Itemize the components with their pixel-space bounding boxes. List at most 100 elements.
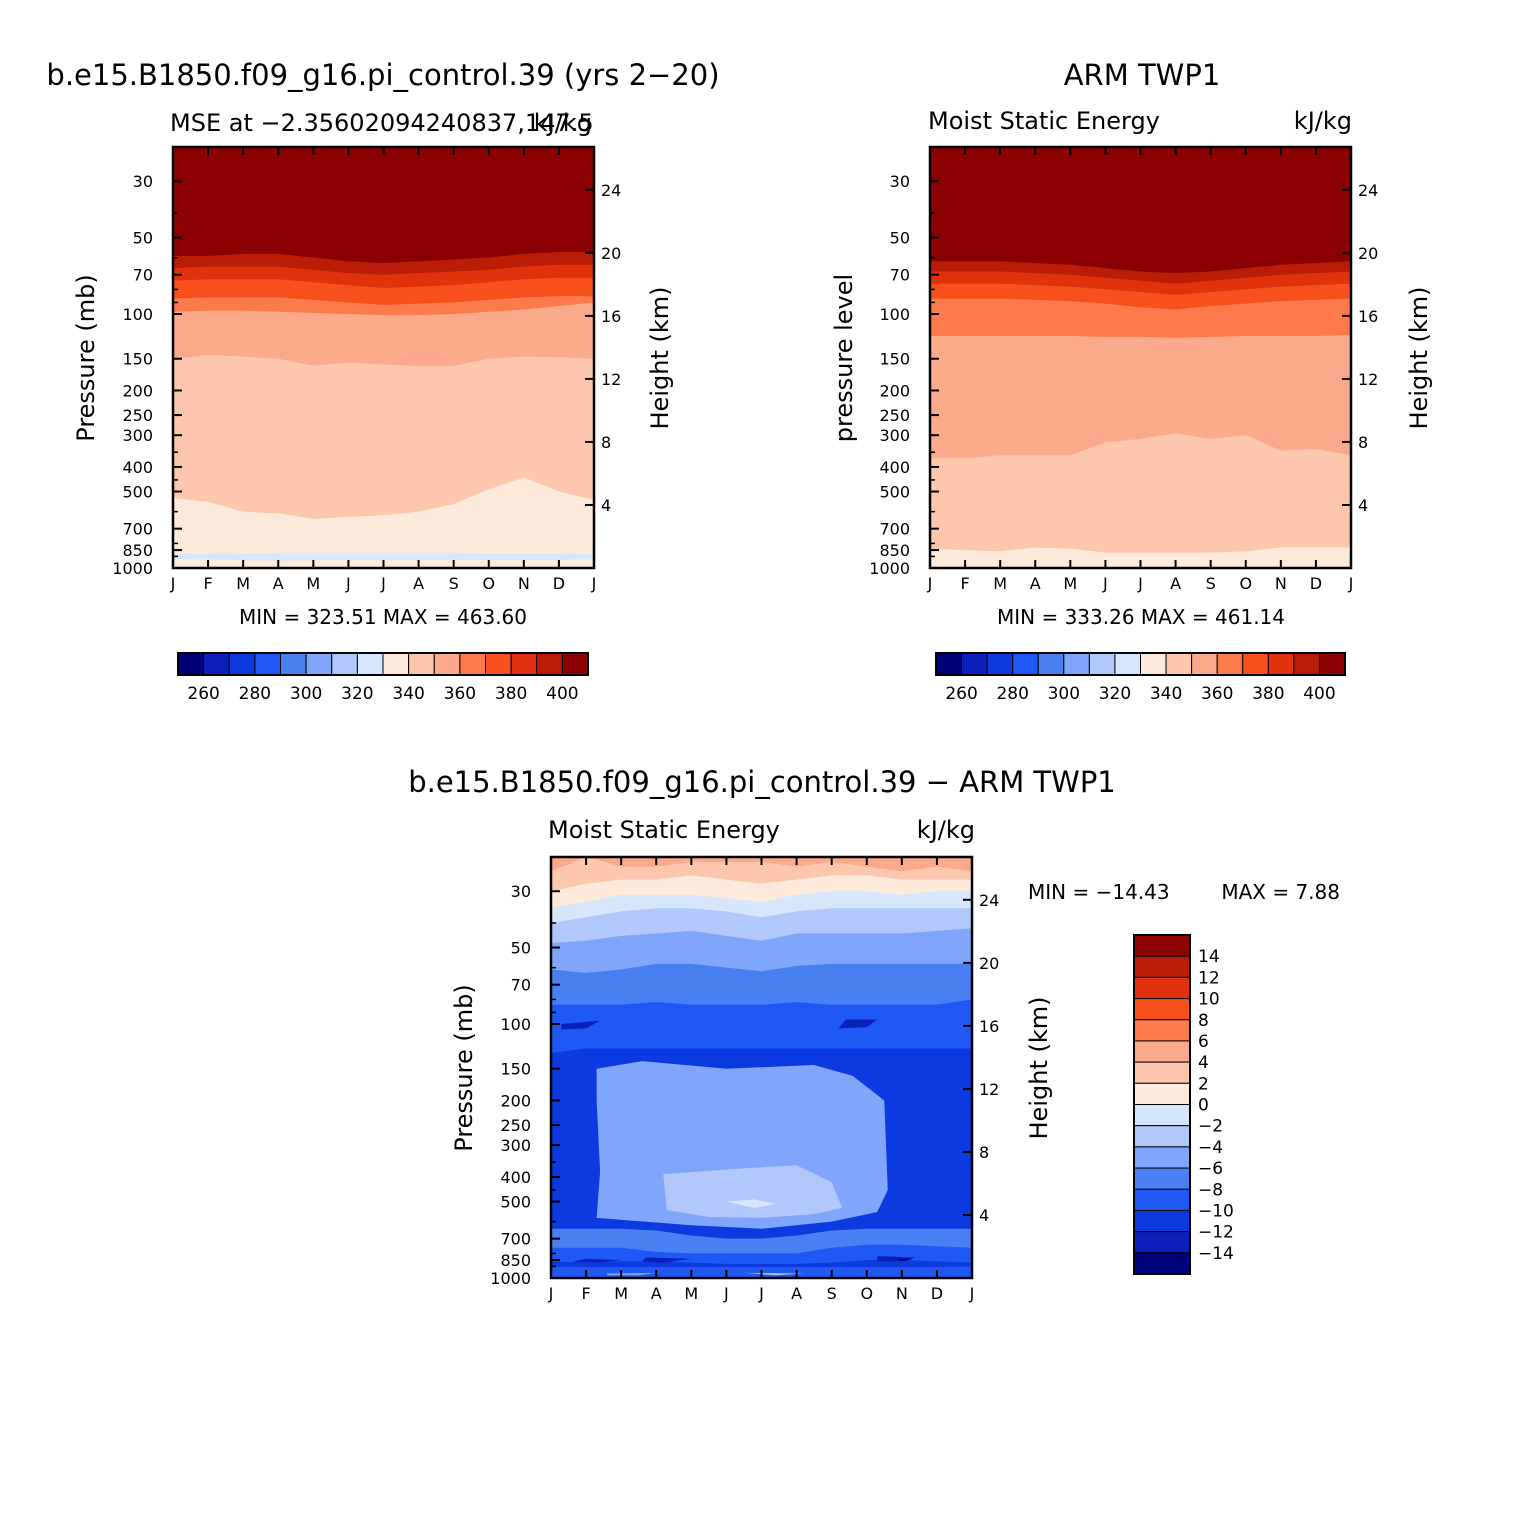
y-tick-label: 400 bbox=[122, 458, 153, 477]
colorbar-swatch bbox=[1037, 652, 1065, 676]
panel2-height-axis-label: Height (km) bbox=[1025, 997, 1053, 1140]
panel2-min-label: MIN = −14.43 bbox=[1028, 880, 1170, 904]
panel2-max-label: MAX = 7.88 bbox=[1221, 880, 1340, 904]
height-tick-label: 8 bbox=[979, 1143, 989, 1162]
y-tick-label: 250 bbox=[122, 406, 153, 425]
y-tick-label: 300 bbox=[500, 1136, 531, 1155]
colorbar-label: 260 bbox=[945, 684, 977, 704]
colorbar-label: 8 bbox=[1198, 1011, 1209, 1031]
colorbar-label: 380 bbox=[495, 684, 527, 704]
colorbar-swatch bbox=[1133, 998, 1191, 1021]
y-tick-label: 500 bbox=[500, 1193, 531, 1212]
panel1-y-axis-label: pressure level bbox=[830, 274, 858, 442]
panel0-left-label: MSE at −2.35602094240837,147.5 bbox=[170, 109, 594, 137]
colorbar-label: 400 bbox=[546, 684, 578, 704]
y-tick-label: 50 bbox=[511, 939, 531, 958]
x-tick-label: J bbox=[969, 1284, 975, 1303]
y-tick-label: 50 bbox=[133, 229, 153, 248]
y-tick-label: 200 bbox=[122, 381, 153, 400]
contour-blob bbox=[894, 1258, 913, 1262]
contour-blob bbox=[607, 1272, 657, 1276]
colorbar-swatch bbox=[1267, 652, 1295, 676]
y-tick-label: 700 bbox=[500, 1230, 531, 1249]
x-tick-label: S bbox=[449, 574, 459, 593]
height-tick-label: 12 bbox=[601, 370, 621, 389]
colorbar-frame bbox=[935, 652, 1346, 676]
x-tick-label: N bbox=[518, 574, 530, 593]
height-tick-label: 4 bbox=[1358, 496, 1368, 515]
contour-blob bbox=[642, 1257, 692, 1263]
panel1-min-max: MIN = 333.26 MAX = 461.14 bbox=[997, 605, 1285, 629]
contour-fill-group bbox=[551, 857, 972, 1278]
x-tick-label: S bbox=[827, 1284, 837, 1303]
x-tick-label: J bbox=[380, 574, 386, 593]
colorbar-swatch bbox=[177, 652, 205, 676]
y-tick-label: 1000 bbox=[112, 559, 153, 578]
colorbar-swatch bbox=[1133, 1167, 1191, 1190]
colorbar-swatch bbox=[459, 652, 486, 676]
x-tick-label: M bbox=[236, 574, 250, 593]
colorbar-label: 320 bbox=[1099, 684, 1131, 704]
colorbar-label: 300 bbox=[290, 684, 322, 704]
x-tick-label: M bbox=[1063, 574, 1077, 593]
colorbar-swatch bbox=[1293, 652, 1320, 676]
colorbar-label: 6 bbox=[1198, 1032, 1209, 1052]
y-tick-label: 500 bbox=[122, 483, 153, 502]
x-tick-label: O bbox=[1239, 574, 1252, 593]
x-tick-label: N bbox=[896, 1284, 908, 1303]
height-tick-label: 20 bbox=[979, 954, 999, 973]
panel0-min-max: MIN = 323.51 MAX = 463.60 bbox=[239, 605, 527, 629]
colorbar-swatch bbox=[510, 652, 538, 676]
colorbar-swatch bbox=[1063, 652, 1090, 676]
y-tick-label: 200 bbox=[500, 1091, 531, 1110]
colorbar-label: 2 bbox=[1198, 1074, 1209, 1094]
colorbar-label: 14 bbox=[1198, 947, 1220, 967]
colorbar-swatch bbox=[1133, 934, 1191, 957]
y-tick-label: 850 bbox=[122, 541, 153, 560]
x-tick-label: A bbox=[651, 1284, 662, 1303]
x-tick-label: O bbox=[860, 1284, 873, 1303]
colorbar-label: −6 bbox=[1198, 1159, 1223, 1179]
panel0-colorbar: 260 280 300 320 340 360 380 400 bbox=[177, 652, 589, 704]
y-tick-label: 700 bbox=[879, 520, 910, 539]
x-tick-label: M bbox=[684, 1284, 698, 1303]
colorbar-swatch bbox=[961, 652, 988, 676]
colorbar-swatch bbox=[536, 652, 563, 676]
colorbar-label: 360 bbox=[1201, 684, 1233, 704]
contour-blob bbox=[663, 1165, 843, 1218]
colorbar-swatch bbox=[935, 652, 963, 676]
colorbar-swatch bbox=[1140, 652, 1167, 676]
colorbar-frame bbox=[177, 652, 589, 676]
y-tick-label: 100 bbox=[122, 305, 153, 324]
colorbar-swatch bbox=[280, 652, 307, 676]
contour-fill-group bbox=[173, 147, 594, 568]
y-tick-label: 30 bbox=[133, 172, 153, 191]
y-tick-label: 1000 bbox=[869, 559, 910, 578]
colorbar-swatch bbox=[408, 652, 435, 676]
x-tick-label: J bbox=[345, 574, 351, 593]
x-tick-label: D bbox=[1310, 574, 1322, 593]
x-tick-label: D bbox=[931, 1284, 943, 1303]
height-tick-label: 12 bbox=[1358, 370, 1378, 389]
x-tick-label: M bbox=[614, 1284, 628, 1303]
colorbar-swatch bbox=[1165, 652, 1193, 676]
y-tick-label: 300 bbox=[879, 426, 910, 445]
height-tick-label: 4 bbox=[979, 1206, 989, 1225]
colorbar-frame bbox=[1133, 934, 1191, 1275]
colorbar-label: −2 bbox=[1198, 1117, 1223, 1137]
colorbar-swatch bbox=[1133, 1231, 1191, 1254]
colorbar-swatch bbox=[1133, 1125, 1191, 1148]
contour-blob bbox=[743, 1272, 804, 1276]
y-tick-label: 30 bbox=[511, 882, 531, 901]
colorbar-label: −14 bbox=[1198, 1244, 1234, 1264]
x-tick-label: D bbox=[553, 574, 565, 593]
contour-blob bbox=[726, 1199, 776, 1208]
x-tick-label: J bbox=[1137, 574, 1143, 593]
colorbar-label: −8 bbox=[1198, 1180, 1223, 1200]
colorbar-swatch bbox=[254, 652, 281, 676]
y-tick-label: 50 bbox=[890, 229, 910, 248]
x-tick-label: M bbox=[306, 574, 320, 593]
